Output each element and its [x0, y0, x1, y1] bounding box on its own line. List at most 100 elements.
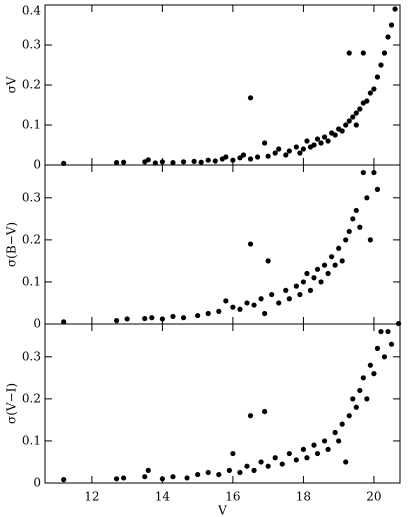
point	[364, 98, 370, 104]
point	[230, 304, 236, 310]
point	[272, 150, 278, 156]
point	[374, 74, 381, 80]
point	[300, 279, 307, 285]
point	[121, 475, 127, 481]
point	[205, 469, 211, 476]
point	[371, 169, 377, 176]
y-tick-label: 0	[33, 476, 41, 490]
point	[364, 396, 370, 402]
point	[230, 450, 236, 457]
y-tick-label: 0	[33, 158, 41, 172]
point	[350, 396, 356, 402]
point	[314, 136, 321, 142]
point	[388, 22, 395, 28]
point	[142, 474, 148, 480]
y-axis-label: σ(V−I)	[5, 383, 19, 424]
point	[240, 152, 247, 158]
plot-frame	[44, 164, 401, 325]
point	[381, 354, 388, 360]
point	[304, 270, 310, 277]
point	[300, 146, 307, 152]
point	[265, 463, 271, 469]
point	[184, 475, 190, 481]
x-tick-label: 14	[155, 490, 171, 504]
point	[360, 169, 366, 176]
point	[265, 258, 271, 264]
point	[113, 318, 120, 324]
point	[121, 159, 127, 165]
point	[367, 362, 373, 368]
point	[149, 315, 155, 321]
point	[325, 270, 331, 277]
point	[113, 476, 120, 482]
point	[205, 310, 211, 317]
point	[318, 279, 324, 285]
y-tick-label: 0.4	[22, 4, 41, 18]
point	[321, 262, 328, 268]
point	[360, 375, 366, 381]
point	[262, 408, 268, 415]
point	[276, 146, 282, 152]
y-tick-label: 0.1	[22, 118, 41, 132]
point	[276, 300, 282, 306]
point	[329, 254, 335, 260]
x-tick-label: 20	[366, 490, 381, 504]
point	[254, 154, 261, 160]
point	[198, 159, 204, 165]
point	[180, 315, 187, 321]
point	[283, 287, 289, 293]
point	[216, 471, 222, 478]
point	[205, 157, 211, 163]
point	[321, 438, 328, 444]
point	[374, 186, 381, 192]
point	[142, 315, 148, 322]
point	[353, 110, 359, 116]
point	[262, 310, 268, 317]
point	[251, 302, 257, 308]
point	[378, 328, 384, 335]
point	[226, 467, 232, 473]
point	[293, 144, 299, 150]
point	[269, 291, 275, 298]
point	[350, 114, 356, 120]
point	[374, 345, 381, 351]
point	[170, 313, 176, 320]
point	[339, 258, 345, 264]
plot-frame	[44, 323, 401, 484]
point	[314, 450, 321, 457]
point	[293, 457, 299, 463]
point	[339, 421, 345, 427]
point	[311, 142, 317, 148]
point	[247, 413, 254, 419]
point	[346, 413, 352, 419]
point	[230, 157, 236, 163]
point	[332, 429, 338, 436]
point	[293, 283, 299, 289]
point	[318, 140, 324, 146]
point	[339, 128, 345, 134]
point	[297, 150, 303, 156]
y-tick-label: 0.3	[22, 349, 41, 363]
point	[371, 86, 377, 92]
point	[251, 467, 257, 473]
point	[216, 308, 222, 314]
y-tick-label: 0.3	[22, 38, 41, 52]
point	[321, 134, 328, 140]
point	[283, 152, 289, 158]
point	[307, 287, 314, 293]
point	[170, 474, 176, 480]
point	[145, 157, 151, 163]
point	[364, 195, 370, 201]
point	[258, 459, 264, 465]
point	[353, 404, 359, 410]
point	[385, 328, 391, 335]
point	[343, 459, 349, 465]
point	[244, 463, 250, 469]
point	[286, 450, 292, 457]
point	[343, 122, 349, 128]
point	[286, 148, 292, 154]
point	[314, 266, 321, 272]
x-tick-label: 18	[296, 490, 311, 504]
point	[325, 138, 331, 144]
